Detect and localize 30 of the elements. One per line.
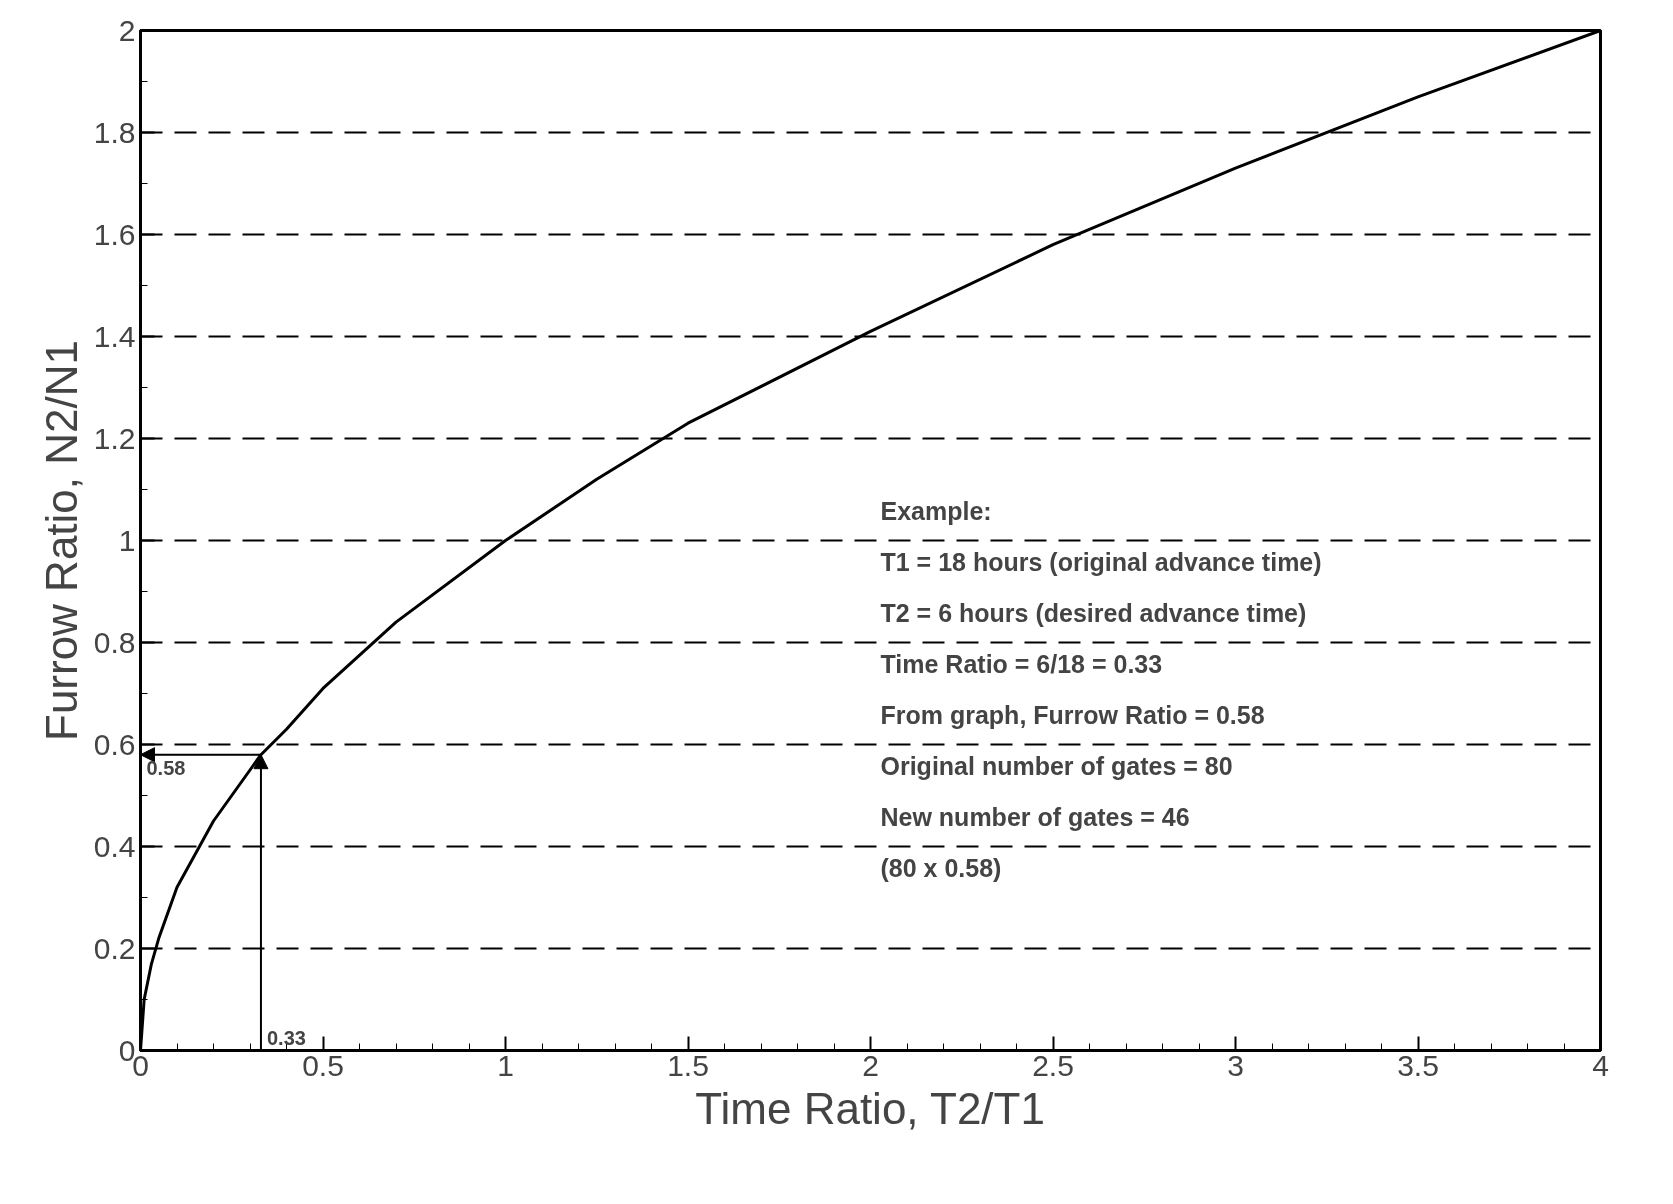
annotation: Example: bbox=[880, 496, 992, 525]
y-tick-label: 0.8 bbox=[93, 625, 136, 659]
y-axis-title: Furrow Ratio, N2/N1 bbox=[36, 339, 86, 741]
y-tick-label: 0.2 bbox=[93, 931, 136, 965]
annotation: From graph, Furrow Ratio = 0.58 bbox=[880, 700, 1265, 729]
y-tick-label: 1.6 bbox=[93, 217, 136, 251]
annotation: Time Ratio = 6/18 = 0.33 bbox=[880, 649, 1163, 678]
y-tick-label: 0.6 bbox=[93, 727, 136, 761]
x-tick-label: 2 bbox=[862, 1048, 879, 1082]
y-tick-label: 1 bbox=[118, 523, 136, 557]
y-tick-label: 2 bbox=[118, 13, 136, 47]
x-axis-title: Time Ratio, T2/T1 bbox=[695, 1083, 1045, 1133]
x-tick-label: 1 bbox=[497, 1048, 514, 1082]
x-tick-label: 2.5 bbox=[1032, 1048, 1074, 1082]
annotation: 0.33 bbox=[266, 1026, 306, 1049]
y-tick-label: 1.2 bbox=[93, 421, 136, 455]
y-tick-label: 1.4 bbox=[93, 319, 136, 353]
annotation: T1 = 18 hours (original advance time) bbox=[880, 547, 1322, 576]
annotation: (80 x 0.58) bbox=[880, 853, 1002, 882]
x-tick-label: 3.5 bbox=[1397, 1048, 1439, 1082]
annotation: Original number of gates = 80 bbox=[880, 751, 1233, 780]
x-tick-label: 4 bbox=[1592, 1048, 1609, 1082]
y-tick-label: 0.4 bbox=[93, 829, 136, 863]
annotation: 0.58 bbox=[146, 756, 186, 779]
x-tick-label: 0.5 bbox=[302, 1048, 344, 1082]
x-tick-label: 3 bbox=[1227, 1048, 1244, 1082]
annotation: T2 = 6 hours (desired advance time) bbox=[880, 598, 1307, 627]
annotation: New number of gates = 46 bbox=[880, 802, 1190, 831]
x-tick-label: 1.5 bbox=[667, 1048, 709, 1082]
y-tick-label: 1.8 bbox=[93, 115, 136, 149]
